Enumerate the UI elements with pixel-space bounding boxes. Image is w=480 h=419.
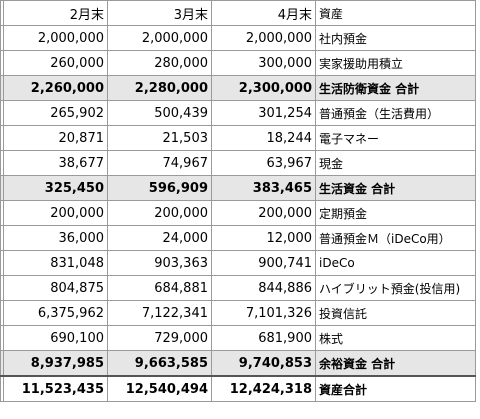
value-feb[interactable]: 831,048 [3, 250, 108, 276]
value-feb[interactable]: 2,260,000 [3, 75, 108, 101]
value-mar[interactable]: 2,000,000 [107, 25, 212, 51]
subtotal-row: 2,260,000 2,280,000 2,300,000 生活防衛資金 合計 [0, 75, 476, 101]
value-mar[interactable]: 2,280,000 [107, 75, 212, 101]
row-label[interactable]: iDeCo [315, 250, 476, 276]
row-label[interactable]: 普通預金（生活費用） [315, 100, 476, 126]
row-label[interactable]: 社内預金 [315, 25, 476, 51]
value-apr[interactable]: 383,465 [211, 175, 316, 201]
row-label[interactable]: 余裕資金 合計 [315, 350, 476, 377]
value-apr[interactable]: 12,424,318 [211, 375, 316, 402]
value-mar[interactable]: 280,000 [107, 50, 212, 76]
table-row: 260,000 280,000 300,000 実家援助用積立 [0, 50, 476, 76]
value-apr[interactable]: 301,254 [211, 100, 316, 126]
table-row: 804,875 684,881 844,886 ハイブリット預金(投信用) [0, 275, 476, 301]
value-mar[interactable]: 684,881 [107, 275, 212, 301]
table-row: 831,048 903,363 900,741 iDeCo [0, 250, 476, 276]
value-feb[interactable]: 8,937,985 [3, 350, 108, 377]
value-apr[interactable]: 300,000 [211, 50, 316, 76]
row-label[interactable]: 資産合計 [315, 375, 476, 402]
value-mar[interactable]: 7,122,341 [107, 300, 212, 326]
value-feb[interactable]: 260,000 [3, 50, 108, 76]
value-apr[interactable]: 844,886 [211, 275, 316, 301]
row-label[interactable]: 生活資金 合計 [315, 175, 476, 201]
assets-table: 2月末 3月末 4月末 資産 2,000,000 2,000,000 2,000,0… [0, 0, 476, 402]
header-row: 2月末 3月末 4月末 資産 [0, 0, 476, 26]
value-feb[interactable]: 2,000,000 [3, 25, 108, 51]
table-row: 690,100 729,000 681,900 株式 [0, 325, 476, 351]
row-label[interactable]: 生活防衛資金 合計 [315, 75, 476, 101]
table-row: 38,677 74,967 63,967 現金 [0, 150, 476, 176]
value-apr[interactable]: 900,741 [211, 250, 316, 276]
value-mar[interactable]: 21,503 [107, 125, 212, 151]
row-label[interactable]: ハイブリット預金(投信用) [315, 275, 476, 301]
value-feb[interactable]: 325,450 [3, 175, 108, 201]
row-label[interactable]: 定期預金 [315, 200, 476, 226]
value-feb[interactable]: 11,523,435 [3, 375, 108, 402]
value-mar[interactable]: 24,000 [107, 225, 212, 251]
row-label[interactable]: 普通預金Ｍ（iDeCo用） [315, 225, 476, 251]
value-apr[interactable]: 7,101,326 [211, 300, 316, 326]
value-apr[interactable]: 9,740,853 [211, 350, 316, 377]
spreadsheet-grid: 2月末 3月末 4月末 資産 2,000,000 2,000,000 2,000,0… [0, 0, 476, 402]
value-feb[interactable]: 36,000 [3, 225, 108, 251]
value-apr[interactable]: 2,000,000 [211, 25, 316, 51]
value-mar[interactable]: 200,000 [107, 200, 212, 226]
value-apr[interactable]: 200,000 [211, 200, 316, 226]
row-label[interactable]: 投資信託 [315, 300, 476, 326]
value-apr[interactable]: 12,000 [211, 225, 316, 251]
value-feb[interactable]: 265,902 [3, 100, 108, 126]
table-row: 6,375,962 7,122,341 7,101,326 投資信託 [0, 300, 476, 326]
header-mar[interactable]: 3月末 [107, 0, 212, 26]
subtotal-row: 325,450 596,909 383,465 生活資金 合計 [0, 175, 476, 201]
value-feb[interactable]: 6,375,962 [3, 300, 108, 326]
table-row: 265,902 500,439 301,254 普通預金（生活費用） [0, 100, 476, 126]
value-mar[interactable]: 12,540,494 [107, 375, 212, 402]
total-row: 11,523,435 12,540,494 12,424,318 資産合計 [0, 375, 476, 402]
value-feb[interactable]: 200,000 [3, 200, 108, 226]
table-row: 20,871 21,503 18,244 電子マネー [0, 125, 476, 151]
row-label[interactable]: 現金 [315, 150, 476, 176]
value-apr[interactable]: 2,300,000 [211, 75, 316, 101]
row-label[interactable]: 株式 [315, 325, 476, 351]
value-apr[interactable]: 681,900 [211, 325, 316, 351]
row-label[interactable]: 実家援助用積立 [315, 50, 476, 76]
value-mar[interactable]: 9,663,585 [107, 350, 212, 377]
value-mar[interactable]: 596,909 [107, 175, 212, 201]
header-feb[interactable]: 2月末 [3, 0, 108, 26]
row-label[interactable]: 電子マネー [315, 125, 476, 151]
value-mar[interactable]: 729,000 [107, 325, 212, 351]
table-row: 36,000 24,000 12,000 普通預金Ｍ（iDeCo用） [0, 225, 476, 251]
value-feb[interactable]: 38,677 [3, 150, 108, 176]
value-apr[interactable]: 63,967 [211, 150, 316, 176]
value-apr[interactable]: 18,244 [211, 125, 316, 151]
table-row: 200,000 200,000 200,000 定期預金 [0, 200, 476, 226]
value-mar[interactable]: 74,967 [107, 150, 212, 176]
value-feb[interactable]: 804,875 [3, 275, 108, 301]
value-mar[interactable]: 500,439 [107, 100, 212, 126]
subtotal-row: 8,937,985 9,663,585 9,740,853 余裕資金 合計 [0, 350, 476, 377]
value-feb[interactable]: 20,871 [3, 125, 108, 151]
header-assets[interactable]: 資産 [315, 0, 476, 26]
table-row: 2,000,000 2,000,000 2,000,000 社内預金 [0, 25, 476, 51]
header-apr[interactable]: 4月末 [211, 0, 316, 26]
value-feb[interactable]: 690,100 [3, 325, 108, 351]
value-mar[interactable]: 903,363 [107, 250, 212, 276]
